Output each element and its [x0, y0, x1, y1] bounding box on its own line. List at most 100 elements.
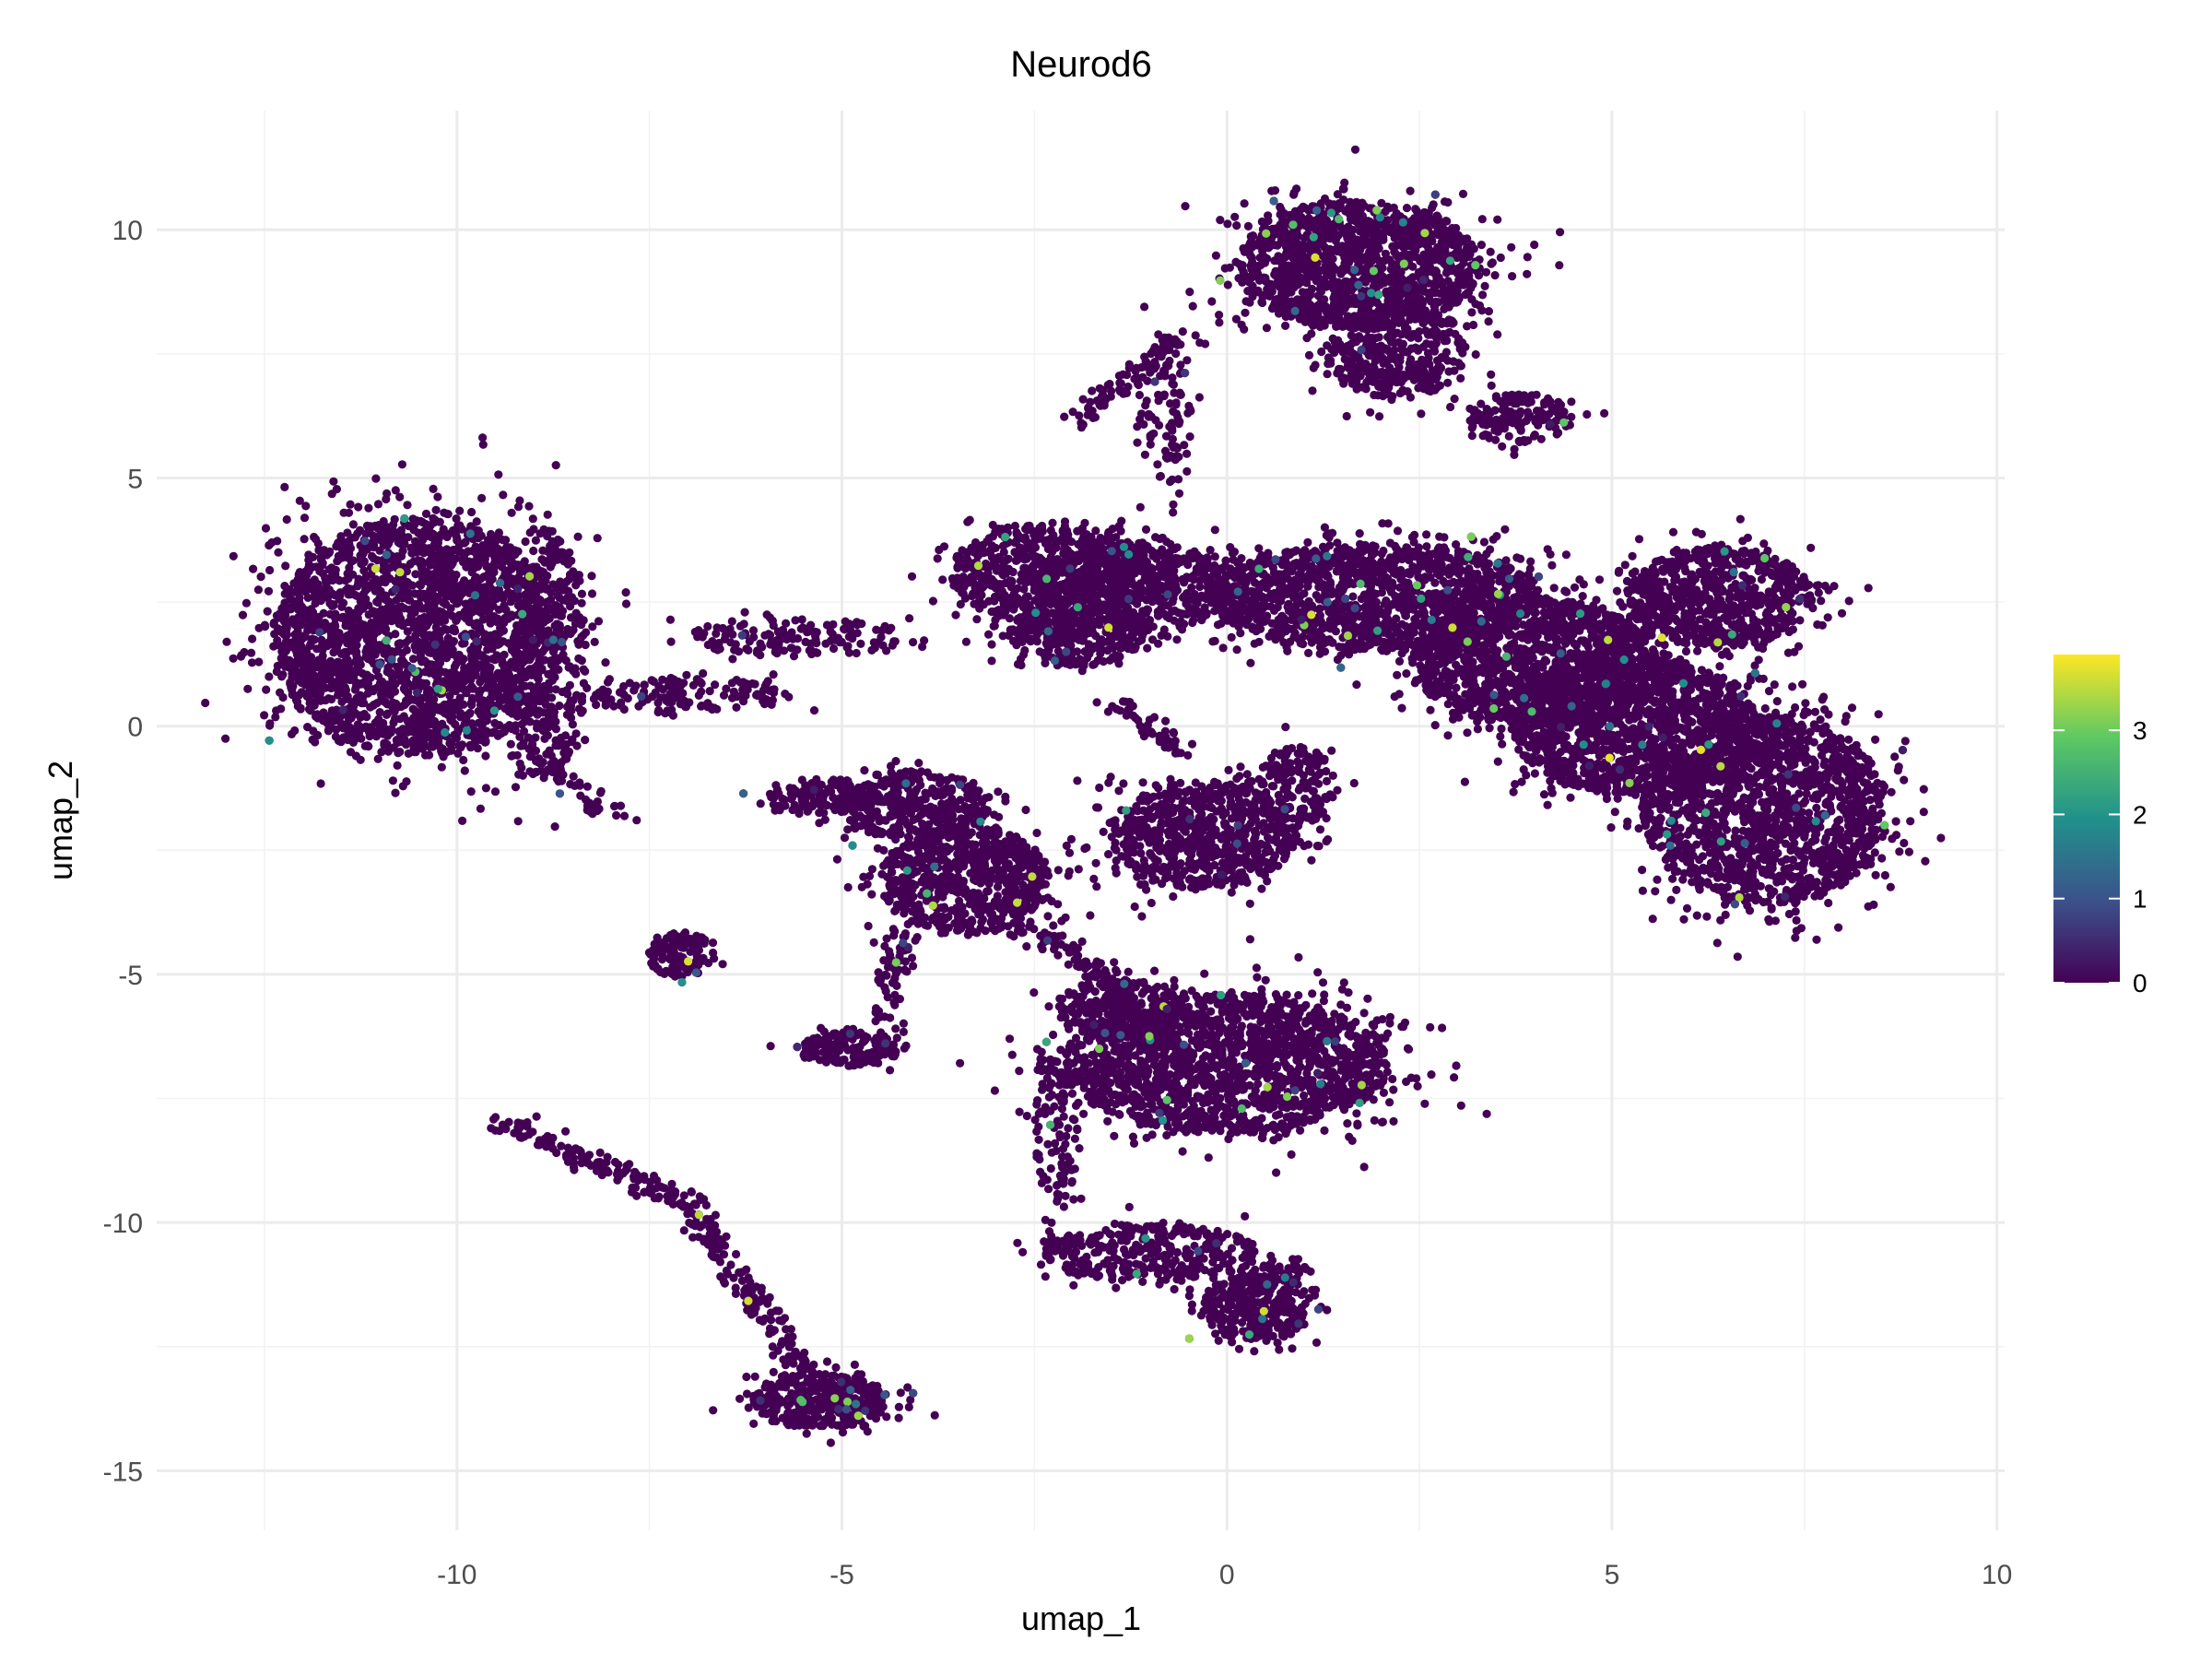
cell-point — [1009, 605, 1018, 613]
cell-point — [479, 441, 488, 449]
cell-point — [300, 535, 309, 543]
cell-point — [302, 648, 311, 656]
cell-point — [1555, 261, 1563, 269]
cell-point — [472, 549, 480, 558]
cell-point — [450, 731, 458, 739]
cell-point — [352, 710, 360, 718]
cell-point — [401, 594, 409, 602]
cell-point — [417, 561, 425, 570]
cell-point — [287, 605, 295, 613]
cell-point — [569, 567, 577, 575]
cell-point — [455, 651, 464, 659]
cell-point — [363, 679, 371, 688]
cell-point — [1030, 552, 1039, 561]
cell-point — [1053, 640, 1062, 648]
cell-point — [768, 701, 776, 709]
cell-point — [708, 637, 716, 645]
cell-point — [466, 608, 475, 617]
cell-point — [580, 679, 588, 688]
cell-point — [549, 713, 558, 721]
cell-point — [1069, 551, 1077, 560]
cell-point — [540, 655, 548, 664]
cell-point — [361, 595, 370, 603]
cell-point — [380, 650, 388, 658]
cell-point — [555, 621, 563, 630]
cell-point — [421, 533, 429, 541]
cell-point — [1038, 556, 1046, 564]
cell-point — [521, 591, 529, 599]
cell-point — [706, 687, 714, 695]
cell-point — [532, 757, 540, 765]
cell-point — [472, 573, 480, 582]
cell-point — [1165, 559, 1173, 567]
cell-point — [992, 562, 1000, 571]
cell-point — [552, 461, 560, 469]
cell-point — [299, 576, 307, 584]
cell-point — [537, 665, 546, 673]
cell-point — [470, 734, 478, 742]
cell-point — [453, 587, 461, 596]
cell-point — [432, 506, 441, 514]
cell-point — [588, 589, 596, 597]
cell-point — [1162, 537, 1171, 546]
cell-point — [324, 638, 333, 646]
cell-point — [519, 738, 527, 747]
cell-point — [728, 617, 736, 625]
cell-point — [296, 497, 304, 505]
cell-point — [243, 685, 252, 693]
cell-point — [419, 548, 428, 556]
cell-point — [476, 678, 484, 686]
cell-point — [1000, 548, 1008, 556]
cell-point — [1171, 545, 1179, 553]
cell-point — [1241, 199, 1249, 207]
cell-point — [299, 604, 307, 612]
cell-point — [349, 738, 358, 747]
cell-point — [1216, 216, 1224, 224]
cell-point — [677, 681, 685, 690]
cell-point — [617, 699, 625, 707]
cell-point — [1215, 318, 1223, 326]
cell-point — [551, 822, 559, 831]
cell-point — [732, 703, 740, 712]
cell-point — [1070, 634, 1078, 643]
cell-point — [829, 630, 837, 638]
cell-point — [351, 622, 359, 631]
cell-point — [1224, 280, 1232, 289]
cell-point — [562, 755, 571, 763]
cell-point — [512, 653, 521, 661]
cell-point — [885, 626, 893, 634]
cell-point — [1094, 619, 1102, 627]
cell-point — [1351, 146, 1359, 154]
cell-point — [484, 596, 492, 605]
cell-point — [541, 683, 549, 691]
cell-point — [314, 546, 323, 554]
cell-point — [1007, 583, 1016, 591]
cell-point — [735, 647, 743, 655]
cell-point — [867, 646, 876, 655]
cell-point — [340, 541, 348, 549]
cell-point — [364, 522, 372, 530]
cell-point — [452, 679, 460, 687]
cell-point — [720, 691, 728, 700]
cell-point — [371, 624, 380, 632]
cell-point — [984, 597, 993, 606]
cell-point — [507, 740, 515, 749]
cell-point — [1178, 625, 1186, 633]
cell-point — [564, 587, 572, 596]
cell-point — [494, 470, 502, 478]
cell-point — [572, 691, 581, 700]
cell-point — [380, 607, 388, 615]
cell-point — [359, 566, 368, 574]
cell-point — [971, 549, 979, 557]
cell-point — [1044, 644, 1053, 653]
cell-point — [830, 644, 838, 653]
cell-point — [1135, 625, 1144, 633]
cell-point — [389, 672, 397, 680]
cell-point — [345, 549, 353, 558]
cell-point — [972, 615, 981, 623]
cell-point — [505, 612, 513, 620]
cell-point — [413, 617, 421, 625]
cell-point — [473, 517, 481, 525]
cell-point — [324, 719, 332, 727]
